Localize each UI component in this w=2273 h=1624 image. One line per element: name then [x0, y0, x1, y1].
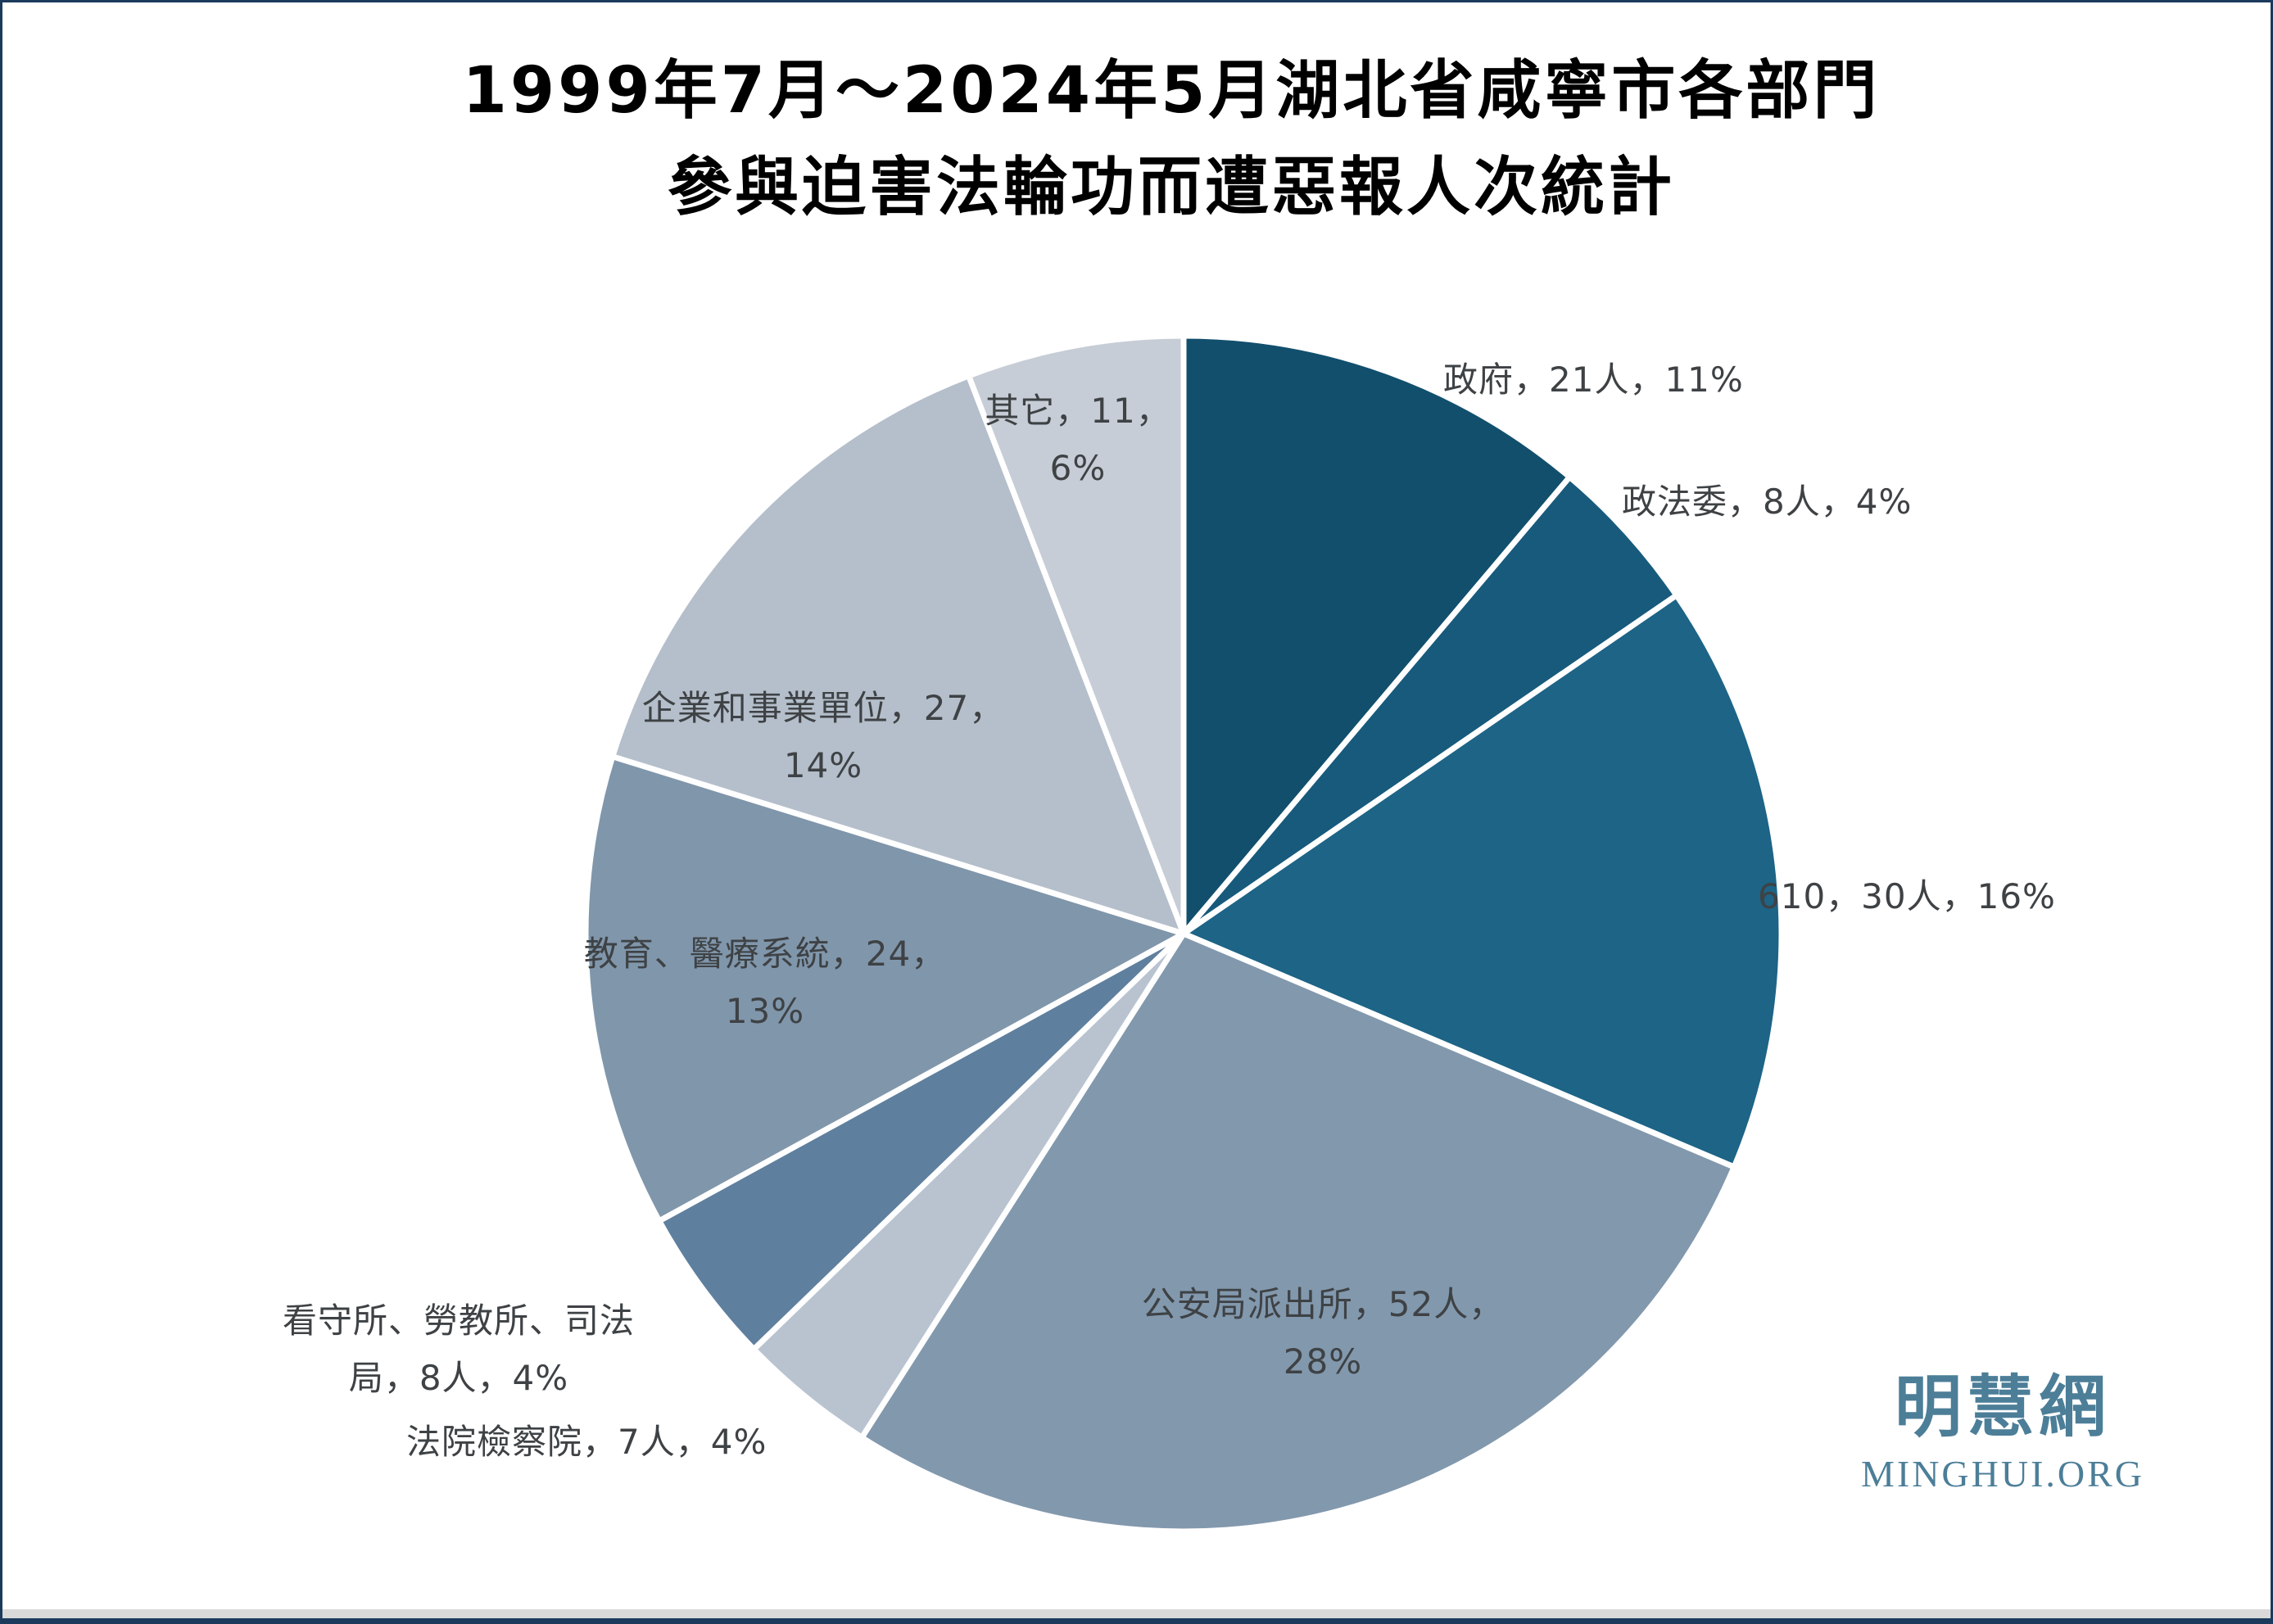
pie-slice-6	[582, 753, 1187, 1224]
chart-title-line1: 1999年7月～2024年5月湖北省咸寧市各部門	[462, 54, 1881, 128]
chart-title: 1999年7月～2024年5月湖北省咸寧市各部門 參與迫害法輪功而遭惡報人次統計	[0, 43, 2273, 236]
bottom-border-bar	[0, 1618, 2273, 1624]
chart-title-line2: 參與迫害法輪功而遭惡報人次統計	[667, 151, 1675, 224]
pie-slice-2	[1180, 592, 1785, 1170]
minghui-watermark: 明慧網 MINGHUI.ORG	[1827, 1366, 2179, 1495]
slice-label-education-medical: 教育、醫療系統，24， 13%	[583, 934, 947, 1031]
minghui-logo-en: MINGHUI.ORG	[1860, 1452, 2145, 1495]
pie-slice-5	[656, 930, 1187, 1352]
slice-label-610: 610，30人，16%	[1758, 876, 2056, 916]
bottom-border-strip	[0, 1609, 2273, 1618]
pie-slice-1	[1180, 474, 1680, 937]
minghui-logo-cn: 明慧網	[1894, 1368, 2111, 1446]
slice-label-other: 其它，11， 6%	[985, 391, 1171, 488]
pie-slice-0	[1180, 332, 1573, 937]
slice-label-detention: 看守所、勞教所、司法 局，8人，4%	[282, 1301, 635, 1398]
slice-label-enterprises: 企業和事業單位，27， 14%	[641, 688, 1005, 785]
slice-label-court: 法院檢察院，7人，4%	[406, 1422, 767, 1462]
pie-slice-7	[609, 373, 1187, 937]
slice-label-plac: 政法委，8人，4%	[1622, 482, 1913, 522]
slice-label-government: 政府，21人，11%	[1443, 360, 1744, 400]
slice-label-police: 公安局派出所，52人， 28%	[1141, 1284, 1505, 1382]
pie-slice-8	[966, 332, 1187, 937]
pie-slice-3	[858, 930, 1737, 1535]
